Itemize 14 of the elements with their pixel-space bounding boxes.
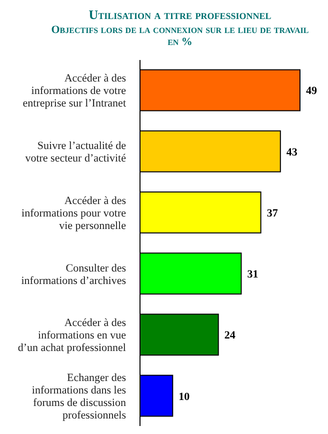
chart-title: Utilisation a titre professionnel (88, 7, 272, 22)
data-label: 31 (247, 268, 258, 281)
chart-subtitle: Objectifs lors de la connexion sur le lieu de travail en % (51, 24, 309, 48)
y-tick-label: Echanger des informations dans les forums de discussion professionnels (32, 372, 126, 422)
y-tick-label: Consulter des informations d’archives (21, 262, 126, 287)
data-label: 37 (266, 207, 278, 220)
y-tick-label: Accéder à des informations pour votre vie personnelle (22, 194, 126, 232)
data-label: 43 (286, 146, 298, 158)
data-label: 10 (178, 390, 190, 403)
data-label: 24 (224, 330, 236, 342)
data-label: 49 (306, 85, 318, 98)
y-tick-label: Accéder à des informations en vue d’un achat professionnel (18, 317, 126, 354)
y-tick-label: Suivre l’actualité de votre secteur d’activité (25, 140, 126, 165)
y-tick-label: Accéder à des informations de votre entreprise sur l’Intranet (22, 72, 126, 110)
